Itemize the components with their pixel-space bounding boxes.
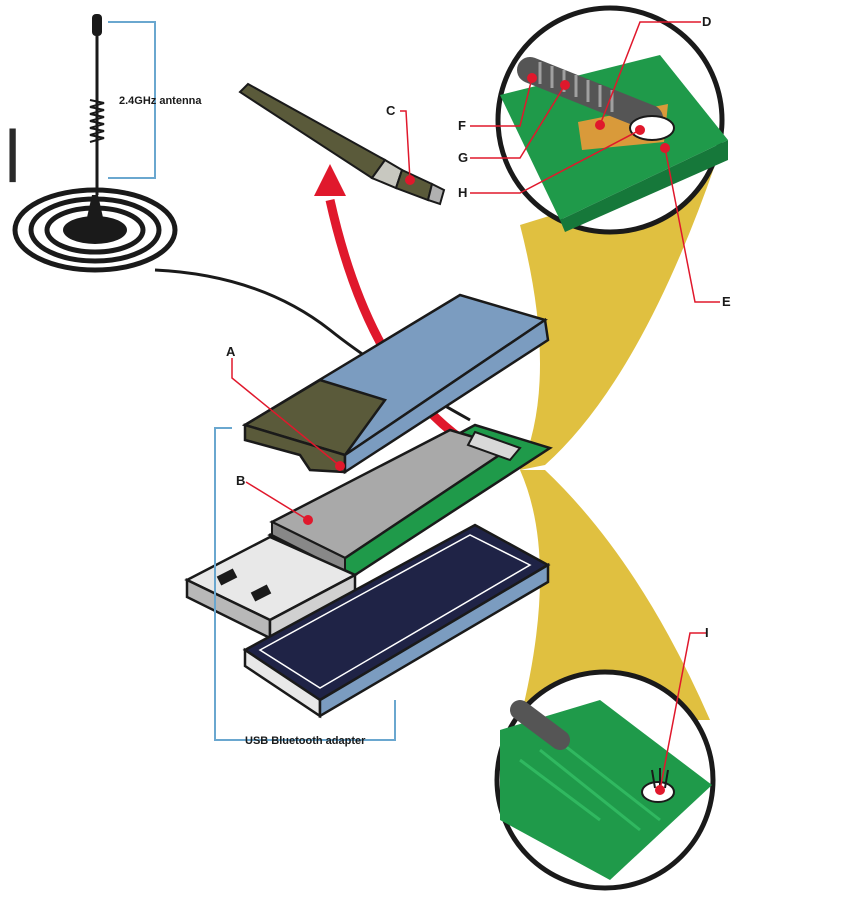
label-c: C bbox=[386, 103, 396, 118]
label-b: B bbox=[236, 473, 245, 488]
label-g: G bbox=[458, 150, 468, 165]
leader-lines bbox=[231, 21, 720, 791]
label-h: H bbox=[458, 185, 467, 200]
label-i: I bbox=[705, 625, 709, 640]
label-f: F bbox=[458, 118, 466, 133]
label-e: E bbox=[722, 294, 731, 309]
edge-text-top: al bbox=[0, 117, 22, 199]
magnified-detail-bottom bbox=[494, 669, 716, 891]
callout-funnel-bottom bbox=[520, 470, 710, 720]
top-case bbox=[241, 293, 550, 475]
bottom-case bbox=[242, 523, 551, 719]
antenna-caption: 2.4GHz antenna bbox=[119, 95, 202, 107]
adapter-bracket bbox=[214, 427, 396, 741]
antenna-mast bbox=[89, 14, 105, 195]
callout-funnel-top bbox=[520, 165, 715, 470]
removal-arrowhead bbox=[314, 164, 346, 196]
leader-dots bbox=[303, 73, 670, 795]
label-d: D bbox=[702, 14, 711, 29]
adapter-caption: USB Bluetooth adapter bbox=[245, 735, 366, 747]
label-a: A bbox=[226, 344, 236, 359]
internal-antenna-rod bbox=[238, 82, 446, 206]
antenna-base bbox=[12, 187, 178, 273]
antenna-bracket bbox=[108, 21, 156, 179]
magnified-detail-top bbox=[495, 5, 728, 235]
edge-text-bottom: n bbox=[0, 715, 4, 797]
usb-plug bbox=[184, 535, 358, 641]
